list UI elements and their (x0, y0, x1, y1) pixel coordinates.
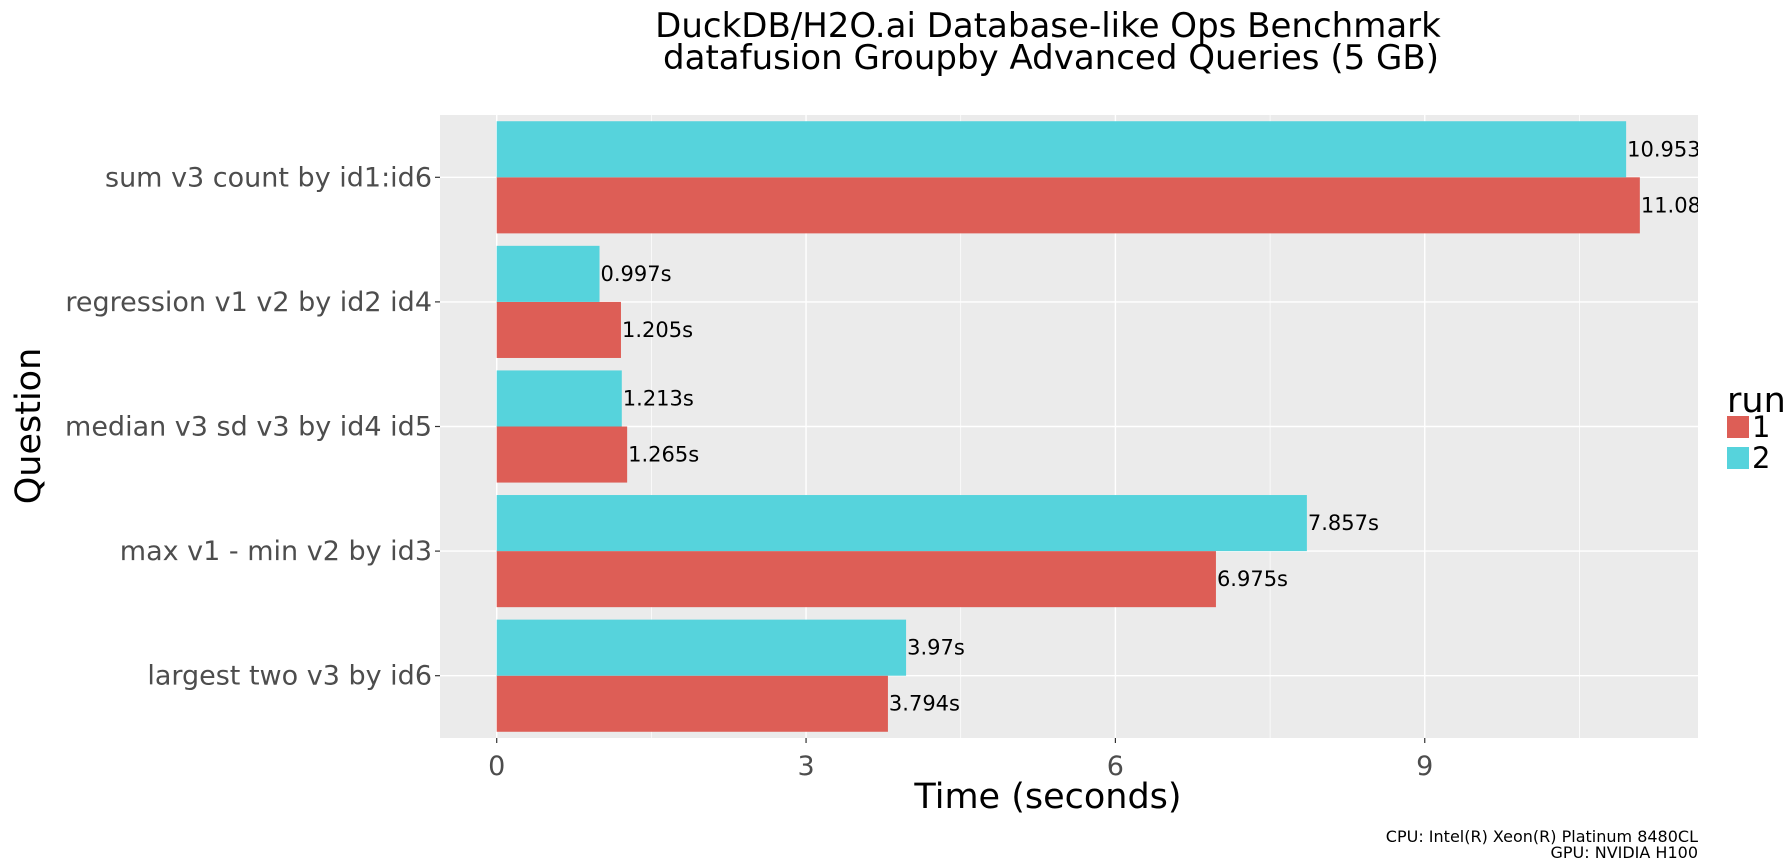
caption-cpu: CPU: Intel(R) Xeon(R) Platinum 8480CL (1386, 827, 1698, 846)
chart-title-line-2: datafusion Groupby Advanced Queries (5 G… (663, 38, 1439, 78)
y-tick-label: sum v3 count by id1:id6 (105, 162, 432, 193)
legend-swatch-run-2 (1727, 447, 1749, 469)
legend-label-run-2: 2 (1752, 441, 1770, 475)
bar-run-1 (496, 426, 628, 483)
y-tick-label: largest two v3 by id6 (147, 661, 432, 692)
data-label-run-2: 0.997s (601, 262, 672, 286)
bar-run-2 (496, 245, 600, 302)
bar-run-1 (496, 551, 1216, 608)
y-tick-label: regression v1 v2 by id2 id4 (65, 287, 432, 318)
chart-title-line-1: DuckDB/H2O.ai Database-like Ops Benchmar… (655, 6, 1441, 46)
x-tick-label: 0 (488, 751, 505, 782)
y-tick-label: median v3 sd v3 by id4 id5 (65, 412, 432, 443)
bar-run-1 (496, 301, 621, 358)
data-label-run-2: 3.97s (907, 636, 965, 660)
data-label-run-1: 6.975s (1217, 567, 1288, 591)
caption-gpu: GPU: NVIDIA H100 (1550, 843, 1698, 860)
legend-title: run (1727, 381, 1786, 421)
data-label-run-1: 1.265s (628, 443, 699, 467)
x-tick-label: 6 (1107, 751, 1124, 782)
data-labels-group: 11.086s 10.953s 1.205s 0.997s 1.265s 1.213s 6.… (601, 137, 1725, 716)
data-label-run-1: 3.794s (889, 692, 960, 716)
bar-run-1 (496, 177, 1640, 234)
bar-run-2 (496, 121, 1627, 178)
y-axis-title: Question (9, 348, 49, 505)
data-label-run-2: 1.213s (623, 386, 694, 410)
legend-swatch-run-1 (1727, 416, 1749, 438)
data-label-run-2: 10.953s (1627, 137, 1711, 161)
y-tick-label: max v1 - min v2 by id3 (120, 536, 432, 567)
legend-label-run-1: 1 (1752, 410, 1770, 444)
data-label-run-1: 11.086s (1641, 193, 1725, 217)
x-axis: 0 3 6 9 (488, 738, 1433, 782)
bar-run-2 (496, 495, 1307, 552)
x-tick-label: 3 (797, 751, 814, 782)
x-axis-title: Time (seconds) (913, 777, 1181, 817)
bars-group (496, 121, 1640, 732)
y-axis: sum v3 count by id1:id6 regression v1 v2 … (65, 162, 440, 692)
bar-run-2 (496, 619, 907, 676)
data-label-run-2: 7.857s (1308, 511, 1379, 535)
data-label-run-1: 1.205s (622, 318, 693, 342)
bar-run-2 (496, 370, 622, 427)
bar-run-1 (496, 675, 888, 732)
legend: run 12 (1727, 381, 1786, 475)
x-tick-label: 9 (1416, 751, 1433, 782)
